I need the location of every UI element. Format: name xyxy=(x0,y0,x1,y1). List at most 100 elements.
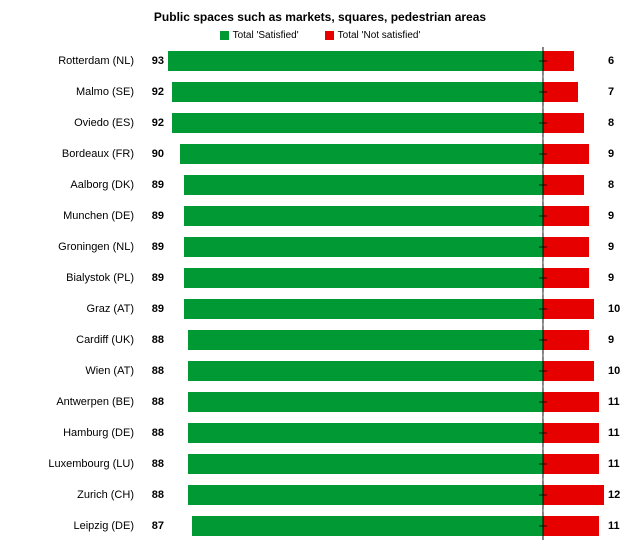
value-not-satisfied: 9 xyxy=(604,210,614,222)
category-label: Aalborg (DK) xyxy=(18,179,142,191)
bar-not-satisfied xyxy=(543,268,589,288)
legend-item-satisfied: Total 'Satisfied' xyxy=(220,30,299,41)
bar-not-satisfied xyxy=(543,392,599,412)
bar-not-satisfied xyxy=(543,299,594,319)
bar-track xyxy=(168,361,604,381)
bar-track xyxy=(168,423,604,443)
bar-not-satisfied xyxy=(543,485,604,505)
bar-track xyxy=(168,51,604,71)
category-label: Cardiff (UK) xyxy=(18,334,142,346)
value-not-satisfied: 11 xyxy=(604,520,620,532)
table-row: Aalborg (DK)89 8 xyxy=(18,175,622,195)
table-row: Oviedo (ES)928 xyxy=(18,113,622,133)
value-not-satisfied: 12 xyxy=(604,489,620,501)
value-not-satisfied: 10 xyxy=(604,365,620,377)
table-row: Bialystok (PL)89 9 xyxy=(18,268,622,288)
bar-satisfied xyxy=(172,113,543,133)
table-row: Rotterdam (NL)936 xyxy=(18,51,622,71)
category-label: Zurich (CH) xyxy=(18,489,142,501)
value-not-satisfied: 9 xyxy=(604,241,614,253)
value-not-satisfied: 10 xyxy=(604,303,620,315)
bar-track xyxy=(168,299,604,319)
legend-swatch-not-satisfied xyxy=(325,31,334,40)
category-label: Graz (AT) xyxy=(18,303,142,315)
bar-not-satisfied xyxy=(543,113,584,133)
bar-not-satisfied xyxy=(543,516,599,536)
value-satisfied: 89 xyxy=(142,241,168,253)
bar-not-satisfied xyxy=(543,237,589,257)
category-label: Munchen (DE) xyxy=(18,210,142,222)
value-satisfied: 88 xyxy=(142,334,168,346)
bar-track xyxy=(168,330,604,350)
category-label: Wien (AT) xyxy=(18,365,142,377)
value-satisfied: 87 xyxy=(142,520,168,532)
category-label: Antwerpen (BE) xyxy=(18,396,142,408)
bar-satisfied xyxy=(180,144,543,164)
bar-not-satisfied xyxy=(543,51,574,71)
value-not-satisfied: 9 xyxy=(604,334,614,346)
value-satisfied: 89 xyxy=(142,303,168,315)
bar-not-satisfied xyxy=(543,206,589,226)
category-label: Rotterdam (NL) xyxy=(18,55,142,67)
bar-track xyxy=(168,113,604,133)
bar-satisfied xyxy=(184,175,543,195)
bar-not-satisfied xyxy=(543,82,579,102)
bar-satisfied xyxy=(188,485,543,505)
bar-satisfied xyxy=(184,299,543,319)
bar-track xyxy=(168,237,604,257)
bar-satisfied xyxy=(188,392,543,412)
value-satisfied: 89 xyxy=(142,272,168,284)
category-label: Bialystok (PL) xyxy=(18,272,142,284)
legend-swatch-satisfied xyxy=(220,31,229,40)
bar-track xyxy=(168,516,604,536)
chart-title: Public spaces such as markets, squares, … xyxy=(18,10,622,24)
table-row: Luxembourg (LU)8811 xyxy=(18,454,622,474)
chart-rows: Rotterdam (NL)936Malmo (SE)927Oviedo (ES… xyxy=(18,51,622,536)
bar-track xyxy=(168,454,604,474)
table-row: Antwerpen (BE)8811 xyxy=(18,392,622,412)
table-row: Wien (AT)8810 xyxy=(18,361,622,381)
value-not-satisfied: 11 xyxy=(604,458,620,470)
bar-track xyxy=(168,485,604,505)
table-row: Leipzig (DE)87 11 xyxy=(18,516,622,536)
bar-satisfied xyxy=(188,454,543,474)
bar-satisfied xyxy=(188,361,543,381)
bar-track xyxy=(168,206,604,226)
value-satisfied: 88 xyxy=(142,427,168,439)
bar-not-satisfied xyxy=(543,175,584,195)
bar-track xyxy=(168,392,604,412)
table-row: Graz (AT)89 10 xyxy=(18,299,622,319)
value-not-satisfied: 8 xyxy=(604,179,614,191)
bar-satisfied xyxy=(188,330,543,350)
value-satisfied: 90 xyxy=(142,148,168,160)
value-not-satisfied: 6 xyxy=(604,55,614,67)
value-satisfied: 89 xyxy=(142,179,168,191)
bar-not-satisfied xyxy=(543,144,589,164)
public-spaces-chart: Public spaces such as markets, squares, … xyxy=(0,0,640,554)
value-not-satisfied: 7 xyxy=(604,86,614,98)
table-row: Cardiff (UK)88 9 xyxy=(18,330,622,350)
bar-satisfied xyxy=(184,206,543,226)
bar-track xyxy=(168,144,604,164)
legend-label-satisfied: Total 'Satisfied' xyxy=(233,30,299,41)
value-satisfied: 88 xyxy=(142,458,168,470)
bar-satisfied xyxy=(188,423,543,443)
value-not-satisfied: 9 xyxy=(604,148,614,160)
bar-satisfied xyxy=(184,268,543,288)
category-label: Hamburg (DE) xyxy=(18,427,142,439)
value-satisfied: 88 xyxy=(142,396,168,408)
bar-not-satisfied xyxy=(543,423,599,443)
category-label: Malmo (SE) xyxy=(18,86,142,98)
bar-satisfied xyxy=(172,82,543,102)
category-label: Groningen (NL) xyxy=(18,241,142,253)
bar-not-satisfied xyxy=(543,330,589,350)
legend-item-not-satisfied: Total 'Not satisfied' xyxy=(325,30,421,41)
bar-satisfied xyxy=(184,237,543,257)
category-label: Leipzig (DE) xyxy=(18,520,142,532)
legend-label-not-satisfied: Total 'Not satisfied' xyxy=(338,30,421,41)
table-row: Munchen (DE)899 xyxy=(18,206,622,226)
value-not-satisfied: 9 xyxy=(604,272,614,284)
chart-legend: Total 'Satisfied' Total 'Not satisfied' xyxy=(18,30,622,41)
table-row: Bordeaux (FR)909 xyxy=(18,144,622,164)
table-row: Zurich (CH)8812 xyxy=(18,485,622,505)
